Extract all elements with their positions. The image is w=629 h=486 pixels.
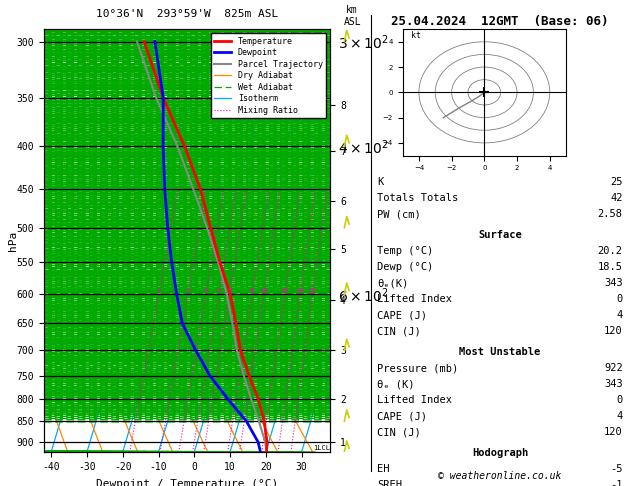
Text: SREH: SREH bbox=[377, 481, 403, 486]
Text: 25.04.2024  12GMT  (Base: 06): 25.04.2024 12GMT (Base: 06) bbox=[391, 15, 609, 28]
Text: 8: 8 bbox=[250, 288, 254, 294]
Text: 15: 15 bbox=[280, 288, 289, 294]
Text: 0: 0 bbox=[616, 295, 623, 304]
Text: kt: kt bbox=[411, 31, 421, 40]
Text: 2: 2 bbox=[186, 288, 189, 294]
Text: -5: -5 bbox=[610, 465, 623, 474]
Text: 10: 10 bbox=[259, 288, 267, 294]
Text: 25: 25 bbox=[308, 288, 316, 294]
Text: hPa: hPa bbox=[8, 230, 18, 251]
Text: 5: 5 bbox=[227, 288, 231, 294]
Text: 4: 4 bbox=[616, 311, 623, 320]
Text: 922: 922 bbox=[604, 364, 623, 373]
Text: Lifted Index: Lifted Index bbox=[377, 396, 452, 405]
Text: Dewp (°C): Dewp (°C) bbox=[377, 262, 433, 272]
Text: © weatheronline.co.uk: © weatheronline.co.uk bbox=[438, 471, 562, 481]
Text: 0: 0 bbox=[616, 396, 623, 405]
Text: 343: 343 bbox=[604, 278, 623, 288]
Text: -1: -1 bbox=[610, 481, 623, 486]
Text: Totals Totals: Totals Totals bbox=[377, 193, 459, 203]
Text: 1: 1 bbox=[157, 288, 160, 294]
Text: Surface: Surface bbox=[478, 230, 522, 240]
Text: CAPE (J): CAPE (J) bbox=[377, 412, 427, 421]
Legend: Temperature, Dewpoint, Parcel Trajectory, Dry Adiabat, Wet Adiabat, Isotherm, Mi: Temperature, Dewpoint, Parcel Trajectory… bbox=[211, 34, 326, 118]
Text: CIN (J): CIN (J) bbox=[377, 327, 421, 336]
Text: Temp (°C): Temp (°C) bbox=[377, 246, 433, 256]
Text: CAPE (J): CAPE (J) bbox=[377, 311, 427, 320]
Text: 120: 120 bbox=[604, 327, 623, 336]
Text: 42: 42 bbox=[610, 193, 623, 203]
Text: 3: 3 bbox=[203, 288, 208, 294]
Text: θₑ(K): θₑ(K) bbox=[377, 278, 409, 288]
Text: 343: 343 bbox=[604, 380, 623, 389]
Text: 4: 4 bbox=[216, 288, 221, 294]
Text: Most Unstable: Most Unstable bbox=[459, 347, 541, 357]
Text: Lifted Index: Lifted Index bbox=[377, 295, 452, 304]
Text: 4: 4 bbox=[616, 412, 623, 421]
Text: 1LCL: 1LCL bbox=[313, 445, 330, 451]
Text: km
ASL: km ASL bbox=[343, 5, 361, 27]
Text: 2.58: 2.58 bbox=[598, 209, 623, 219]
Text: CIN (J): CIN (J) bbox=[377, 428, 421, 437]
Text: K: K bbox=[377, 177, 384, 187]
Text: Dewpoint / Temperature (°C): Dewpoint / Temperature (°C) bbox=[96, 479, 278, 486]
Text: 20: 20 bbox=[296, 288, 304, 294]
Text: 10°36'N  293°59'W  825m ASL: 10°36'N 293°59'W 825m ASL bbox=[96, 9, 278, 19]
Text: 120: 120 bbox=[604, 428, 623, 437]
Text: 18.5: 18.5 bbox=[598, 262, 623, 272]
Text: Pressure (mb): Pressure (mb) bbox=[377, 364, 459, 373]
Text: EH: EH bbox=[377, 465, 390, 474]
Text: Hodograph: Hodograph bbox=[472, 449, 528, 458]
Text: PW (cm): PW (cm) bbox=[377, 209, 421, 219]
Text: 20.2: 20.2 bbox=[598, 246, 623, 256]
Text: 25: 25 bbox=[610, 177, 623, 187]
Text: θₑ (K): θₑ (K) bbox=[377, 380, 415, 389]
